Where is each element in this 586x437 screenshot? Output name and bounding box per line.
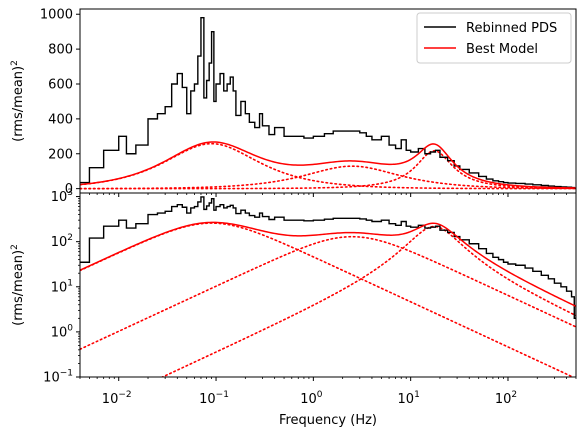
component-2-line-bottom: [80, 235, 576, 351]
legend-box: [416, 12, 572, 64]
x-axis-label: Frequency (Hz): [279, 413, 377, 428]
panel-top: 0 200 400 600 800 1000 (rms/mean)2 Rebinned P…: [10, 8, 577, 197]
ytick-label-bottom-1: 100: [51, 323, 74, 340]
xtick-label-100: 102: [495, 390, 517, 407]
ytick-label-top-600: 600: [48, 77, 73, 92]
ytick-label-bottom-0.1: 10−1: [43, 369, 73, 386]
xtick-label-0.1: 10−1: [199, 390, 229, 407]
ytick-label-top-0: 0: [65, 182, 73, 197]
ytick-label-top-1000: 1000: [40, 8, 73, 23]
component-3-line-bottom: [160, 225, 576, 377]
ytick-label-top-400: 400: [48, 112, 73, 127]
legend-label-rebinned-pds: Rebinned PDS: [466, 21, 557, 36]
panel-bottom-ylabel: (rms/mean)2: [10, 244, 26, 326]
rebinned-pds-line-top: [80, 17, 576, 189]
component-3-line-top: [80, 149, 576, 190]
component-1-line-bottom: [80, 222, 575, 377]
ytick-label-top-200: 200: [48, 147, 73, 162]
panel-top-ylabel: (rms/mean)2: [10, 60, 26, 142]
x-axis: 10−2 10−1 100 101 102: [79, 193, 577, 407]
legend: Rebinned PDS Best Model: [416, 12, 572, 64]
best-model-line-bottom: [80, 221, 576, 308]
xtick-label-0.01: 10−2: [102, 390, 132, 407]
xtick-label-1: 100: [300, 390, 323, 407]
best-model-line-top: [80, 141, 576, 189]
panel-top-yaxis: 0 200 400 600 800 1000: [40, 8, 80, 197]
panel-bottom: 10−1 100 101 102 103 (rms/mean)2: [10, 188, 577, 386]
rebinned-pds-line-bottom: [80, 196, 576, 320]
component-2-line-top: [80, 165, 576, 190]
xtick-label-10: 101: [398, 390, 420, 407]
ytick-label-bottom-1000: 103: [51, 188, 73, 205]
panel-bottom-frame: [79, 192, 577, 378]
ytick-label-bottom-10: 101: [51, 278, 73, 295]
ytick-label-bottom-100: 102: [51, 233, 73, 250]
ytick-label-top-800: 800: [48, 43, 73, 58]
panel-bottom-yaxis: 10−1 100 101 102 103: [43, 188, 80, 386]
legend-label-best-model: Best Model: [466, 42, 538, 57]
